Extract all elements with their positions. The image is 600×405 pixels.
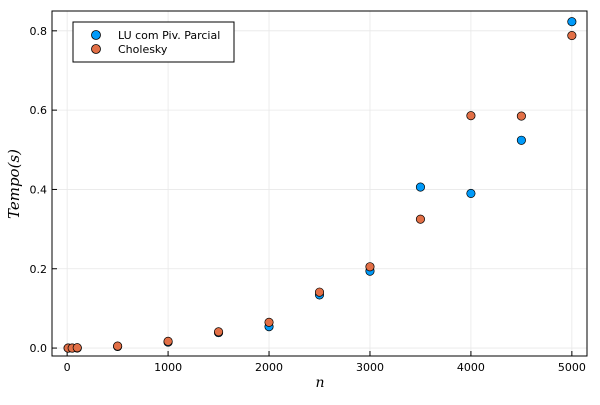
cholesky-data-point	[264, 317, 274, 327]
axis-ticks: 0 1000 2000 3000 4000 5000 0.0 0.2 0.4 0.6 0.8	[30, 25, 586, 374]
cholesky-data-point	[567, 31, 577, 41]
cholesky-data-point	[72, 343, 82, 353]
x-tick-label: 4000	[457, 361, 485, 374]
cholesky-data-point	[113, 341, 123, 351]
y-tick-label: 0.8	[30, 25, 48, 38]
plot-frame	[51, 10, 588, 357]
x-axis-label: n	[315, 375, 324, 391]
y-tick-label: 0.2	[30, 263, 48, 276]
cholesky-data-point	[466, 111, 476, 121]
lu-data-point	[516, 135, 526, 145]
legend-marker-lu	[91, 30, 101, 40]
x-tick-label: 3000	[356, 361, 384, 374]
legend-marker-cholesky	[91, 44, 101, 54]
cholesky-data-point	[314, 287, 325, 297]
lu-data-point	[466, 188, 476, 198]
x-tick-label: 2000	[255, 361, 283, 374]
y-tick-label: 0.6	[30, 104, 48, 117]
cholesky-data-point	[365, 262, 375, 272]
y-axis-label: Tempo(s)	[5, 149, 23, 219]
data-points	[63, 17, 577, 353]
cholesky-data-point	[163, 336, 173, 346]
x-tick-label: 0	[64, 361, 71, 374]
legend-label-lu: LU com Piv. Parcial	[118, 29, 220, 42]
legend: LU com Piv. Parcial Cholesky	[72, 21, 235, 63]
y-tick-label: 0.4	[30, 183, 48, 196]
cholesky-data-point	[214, 327, 224, 337]
grid	[52, 11, 587, 356]
legend-label-cholesky: Cholesky	[118, 43, 168, 56]
cholesky-data-point	[415, 214, 425, 224]
x-tick-label: 1000	[154, 361, 182, 374]
x-tick-label: 5000	[558, 361, 586, 374]
lu-data-point	[567, 17, 577, 27]
cholesky-data-point	[516, 111, 526, 121]
lu-data-point	[415, 182, 425, 192]
y-tick-label: 0.0	[30, 342, 48, 355]
legend-box	[72, 21, 235, 63]
